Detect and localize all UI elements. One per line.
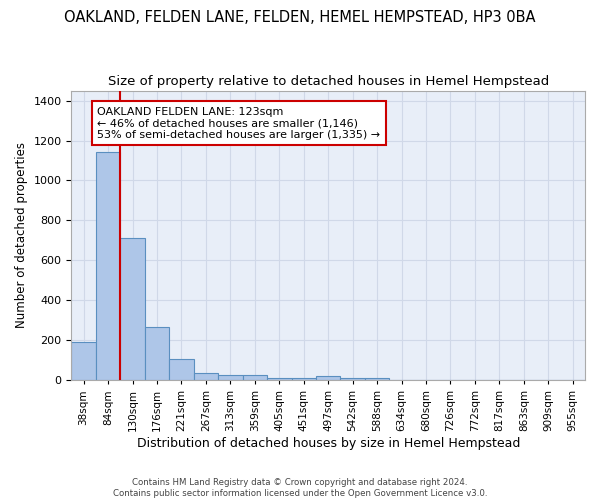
Bar bbox=[316, 376, 340, 380]
Bar bbox=[169, 358, 194, 380]
Bar bbox=[71, 342, 96, 380]
Bar bbox=[267, 378, 292, 380]
X-axis label: Distribution of detached houses by size in Hemel Hempstead: Distribution of detached houses by size … bbox=[137, 437, 520, 450]
Bar bbox=[242, 374, 267, 380]
Bar bbox=[121, 238, 145, 380]
Title: Size of property relative to detached houses in Hemel Hempstead: Size of property relative to detached ho… bbox=[107, 75, 549, 88]
Bar bbox=[194, 374, 218, 380]
Bar bbox=[340, 378, 365, 380]
Bar bbox=[365, 378, 389, 380]
Bar bbox=[218, 374, 242, 380]
Bar bbox=[292, 378, 316, 380]
Bar bbox=[96, 152, 121, 380]
Y-axis label: Number of detached properties: Number of detached properties bbox=[15, 142, 28, 328]
Bar bbox=[145, 328, 169, 380]
Text: OAKLAND FELDEN LANE: 123sqm
← 46% of detached houses are smaller (1,146)
53% of : OAKLAND FELDEN LANE: 123sqm ← 46% of det… bbox=[97, 106, 380, 140]
Text: Contains HM Land Registry data © Crown copyright and database right 2024.
Contai: Contains HM Land Registry data © Crown c… bbox=[113, 478, 487, 498]
Text: OAKLAND, FELDEN LANE, FELDEN, HEMEL HEMPSTEAD, HP3 0BA: OAKLAND, FELDEN LANE, FELDEN, HEMEL HEMP… bbox=[64, 10, 536, 25]
